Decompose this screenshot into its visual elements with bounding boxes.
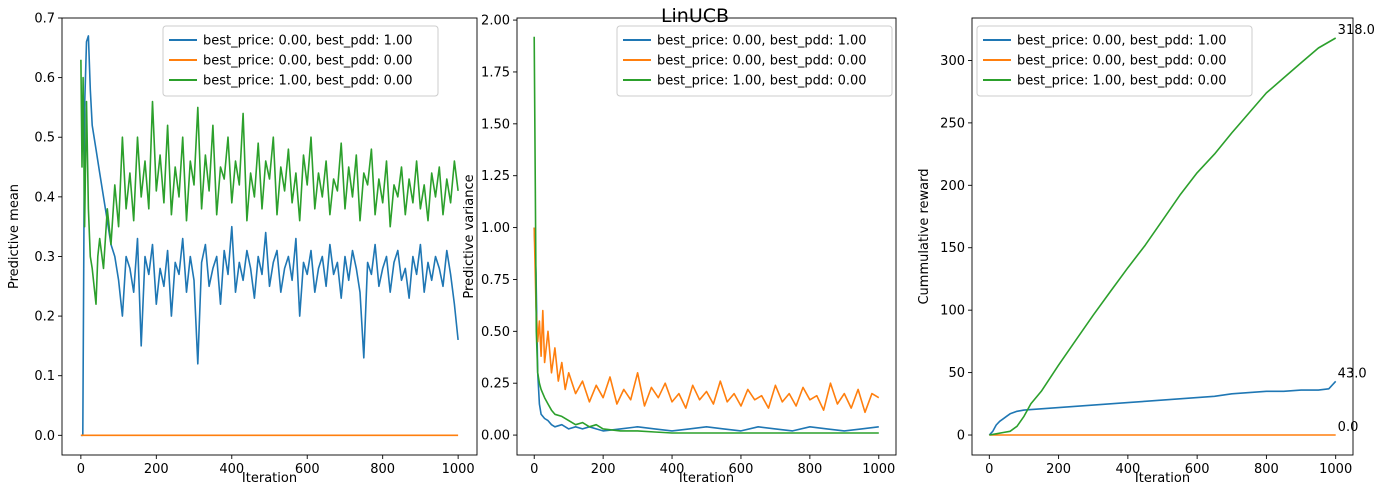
legend-label-mean-1: best_price: 0.00, best_pdd: 0.00 [203, 54, 413, 69]
figure-title: LinUCB [660, 5, 730, 27]
y-tick-label-variance-4: 1.00 [481, 221, 510, 236]
y-tick-label-reward-0: 0 [957, 429, 965, 444]
y-tick-label-variance-1: 0.25 [481, 377, 510, 392]
x-axis-label-mean: Iteration [242, 471, 297, 486]
x-tick-label-variance-1: 200 [591, 462, 616, 477]
legend-box-mean [162, 25, 439, 97]
x-tick-label-reward-0: 0 [985, 462, 993, 477]
x-tick-label-reward-4: 800 [1254, 462, 1279, 477]
legend-label-variance-1: best_price: 0.00, best_pdd: 0.00 [657, 54, 867, 69]
x-tick-label-mean-2: 400 [219, 462, 244, 477]
x-axis-label-reward: Iteration [1135, 471, 1190, 486]
legend-box-variance [616, 25, 893, 97]
x-tick-label-reward-5: 1000 [1319, 462, 1352, 477]
y-axis-label-mean: Predictive mean [7, 184, 22, 289]
series-line-variance-1 [533, 227, 880, 414]
x-tick-label-mean-0: 0 [77, 462, 85, 477]
y-tick-label-variance-3: 0.75 [481, 273, 510, 288]
x-tick-label-reward-3: 600 [1185, 462, 1210, 477]
x-tick-label-reward-1: 200 [1046, 462, 1071, 477]
series-line-variance-2 [533, 36, 879, 434]
y-tick-label-reward-3: 150 [940, 241, 965, 256]
y-tick-label-reward-5: 250 [940, 116, 965, 131]
x-tick-label-variance-4: 800 [797, 462, 822, 477]
y-tick-label-mean-5: 0.5 [34, 131, 55, 146]
legend-variance: best_price: 0.00, best_pdd: 1.00 best_pri… [616, 25, 893, 97]
legend-label-reward-2: best_price: 1.00, best_pdd: 0.00 [1017, 74, 1227, 89]
x-tick-label-variance-3: 600 [729, 462, 754, 477]
y-tick-label-mean-1: 0.1 [34, 369, 55, 384]
legend-label-mean-2: best_price: 1.00, best_pdd: 0.00 [203, 74, 413, 89]
subplot-mean: 0 200 400 600 800 1000 0.0 0.1 0.2 0.3 0.4 0.5 0.6 0.… [7, 12, 478, 486]
series-line-variance-0 [533, 227, 879, 432]
x-tick-label-mean-5: 1000 [442, 462, 475, 477]
x-tick-label-variance-0: 0 [530, 462, 538, 477]
y-tick-label-variance-0: 0.00 [481, 429, 510, 444]
y-tick-label-variance-5: 1.25 [481, 169, 510, 184]
x-tick-label-reward-2: 400 [1115, 462, 1140, 477]
legend-label-reward-1: best_price: 0.00, best_pdd: 0.00 [1017, 54, 1227, 69]
series-line-reward-0 [988, 380, 1337, 436]
x-tick-label-mean-4: 800 [370, 462, 395, 477]
annotation-reward-2: 0.0 [1338, 420, 1359, 435]
legend-label-variance-0: best_price: 0.00, best_pdd: 1.00 [657, 34, 867, 49]
x-tick-label-variance-5: 1000 [862, 462, 895, 477]
y-tick-label-reward-2: 100 [940, 304, 965, 319]
y-tick-label-variance-7: 1.75 [481, 65, 510, 80]
y-tick-label-mean-4: 0.4 [34, 190, 55, 205]
plot-frame-variance [516, 17, 897, 456]
y-tick-label-reward-6: 300 [940, 54, 965, 69]
y-axis-label-variance: Predictive variance [462, 174, 477, 298]
x-tick-label-mean-3: 600 [295, 462, 320, 477]
x-axis-label-variance: Iteration [679, 471, 734, 486]
legend-label-variance-2: best_price: 1.00, best_pdd: 0.00 [657, 74, 867, 89]
y-axis-label-reward: Cummulative reward [917, 168, 932, 304]
legend-box-reward [976, 25, 1253, 97]
x-tick-label-variance-2: 400 [660, 462, 685, 477]
y-tick-label-variance-2: 0.50 [481, 325, 510, 340]
series-line-mean-2 [80, 59, 459, 306]
y-tick-label-mean-3: 0.3 [34, 250, 55, 265]
y-tick-label-mean-6: 0.6 [34, 71, 55, 86]
y-tick-label-mean-7: 0.7 [34, 12, 55, 27]
x-tick-label-mean-1: 200 [144, 462, 169, 477]
series-line-mean-0 [80, 35, 459, 437]
annotation-reward-1: 43.0 [1338, 366, 1367, 381]
series-line-reward-2 [989, 37, 1337, 436]
y-tick-label-reward-1: 50 [948, 366, 965, 381]
y-tick-label-mean-0: 0.0 [34, 429, 55, 444]
plot-frame-mean [61, 17, 478, 456]
subplot-variance: 0 200 400 600 800 1000 0.00 0.25 0.50 0.75 1.00 1.2… [462, 14, 897, 486]
y-tick-label-variance-6: 1.50 [481, 117, 510, 132]
legend-label-mean-0: best_price: 0.00, best_pdd: 1.00 [203, 34, 413, 49]
plot-frame-reward [971, 17, 1354, 456]
annotation-reward-0: 318.0 [1338, 23, 1375, 38]
y-tick-label-reward-4: 200 [940, 179, 965, 194]
legend-label-reward-0: best_price: 0.00, best_pdd: 1.00 [1017, 34, 1227, 49]
legend-mean: best_price: 0.00, best_pdd: 1.00 best_pri… [162, 25, 439, 97]
legend-reward: best_price: 0.00, best_pdd: 1.00 best_pri… [976, 25, 1253, 97]
y-tick-label-variance-8: 2.00 [481, 14, 510, 29]
subplot-reward: 0 200 400 600 800 1000 0 50 100 150 200 250 300 Itera… [917, 17, 1375, 486]
y-tick-label-mean-2: 0.2 [34, 310, 55, 325]
